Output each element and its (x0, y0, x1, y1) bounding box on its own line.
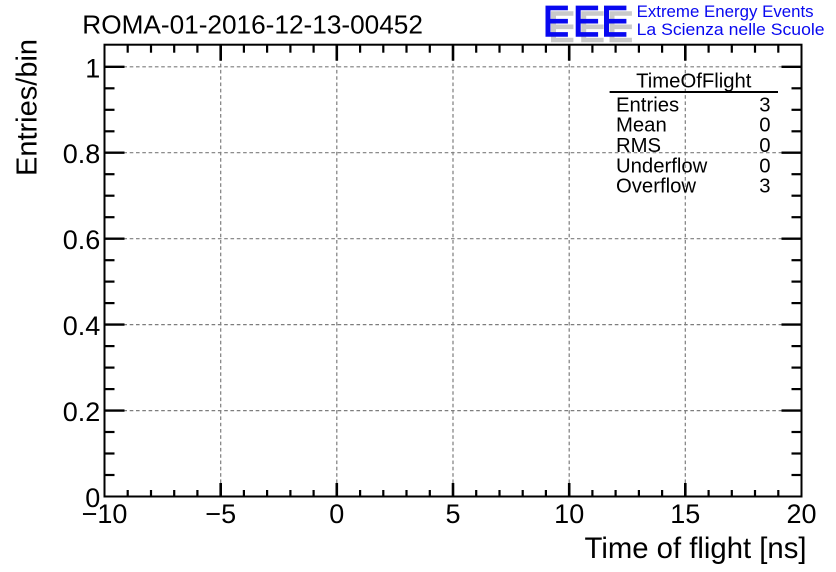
svg-text:−10: −10 (82, 499, 128, 529)
svg-text:10: 10 (554, 499, 584, 529)
svg-text:Overflow: Overflow (616, 176, 696, 198)
svg-text:0: 0 (329, 499, 344, 529)
svg-text:0: 0 (759, 155, 770, 177)
svg-text:Entries: Entries (616, 94, 679, 116)
svg-text:ROMA-01-2016-12-13-00452: ROMA-01-2016-12-13-00452 (82, 10, 423, 40)
svg-text:0.8: 0.8 (63, 139, 101, 169)
svg-text:Extreme Energy Events: Extreme Energy Events (637, 3, 814, 21)
svg-text:Mean: Mean (616, 115, 667, 137)
svg-text:0.4: 0.4 (63, 311, 101, 341)
svg-text:5: 5 (445, 499, 460, 529)
svg-text:Time of flight [ns]: Time of flight [ns] (585, 532, 807, 565)
svg-text:TimeOfFlight: TimeOfFlight (636, 71, 752, 93)
svg-text:1: 1 (85, 53, 100, 83)
svg-text:3: 3 (759, 176, 770, 198)
svg-text:Entries/bin: Entries/bin (12, 39, 44, 176)
svg-text:0: 0 (759, 115, 770, 137)
svg-text:20: 20 (786, 499, 816, 529)
svg-text:RMS: RMS (616, 135, 661, 157)
svg-text:0: 0 (759, 135, 770, 157)
svg-text:−5: −5 (205, 499, 236, 529)
svg-text:Underflow: Underflow (616, 155, 708, 177)
svg-text:0.6: 0.6 (63, 225, 101, 255)
svg-text:La Scienza nelle Scuole: La Scienza nelle Scuole (637, 21, 825, 39)
svg-text:0: 0 (85, 483, 100, 513)
svg-text:15: 15 (670, 499, 700, 529)
svg-text:3: 3 (759, 94, 770, 116)
svg-text:0.2: 0.2 (63, 397, 101, 427)
